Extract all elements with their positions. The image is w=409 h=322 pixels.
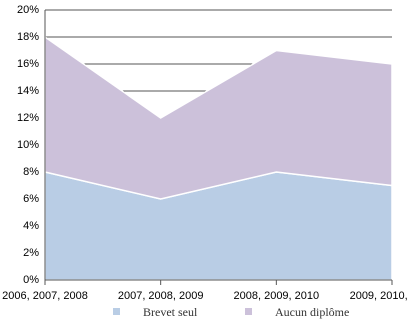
y-tick-label: 10% [17,139,39,151]
area [44,35,393,200]
y-tick-label: 2% [23,247,39,259]
x-tick-label: 2008, 2009, 2010 [234,290,320,302]
legend-label: Brevet seul [143,305,198,319]
y-tick-label: 4% [23,220,39,232]
legend-swatch [113,308,120,315]
x-tick-label: 2007, 2008, 2009 [118,290,204,302]
y-tick-label: 0% [23,274,39,286]
y-tick-label: 6% [23,193,39,205]
y-tick-label: 16% [17,58,39,70]
legend-swatch [245,308,252,315]
y-tick-label: 18% [17,31,39,43]
legend-label: Aucun diplôme [275,305,349,319]
x-tick-label: 2009, 2010, 2011 [350,290,409,302]
y-tick-label: 20% [17,4,39,16]
x-tick-label: 2006, 2007, 2008 [2,290,88,302]
y-tick-label: 8% [23,166,39,178]
y-tick-label: 14% [17,85,39,97]
y-tick-label: 12% [17,112,39,124]
area [44,171,393,281]
